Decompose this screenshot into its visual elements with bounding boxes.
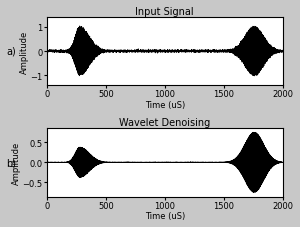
Text: a): a) bbox=[7, 47, 16, 57]
Title: Input Signal: Input Signal bbox=[135, 7, 194, 17]
X-axis label: Time (uS): Time (uS) bbox=[145, 100, 185, 109]
Y-axis label: Amplitude: Amplitude bbox=[20, 30, 29, 73]
X-axis label: Time (uS): Time (uS) bbox=[145, 211, 185, 220]
Title: Wavelet Denoising: Wavelet Denoising bbox=[119, 118, 210, 128]
Text: b): b) bbox=[7, 158, 16, 168]
Y-axis label: Amplitude: Amplitude bbox=[12, 141, 21, 184]
